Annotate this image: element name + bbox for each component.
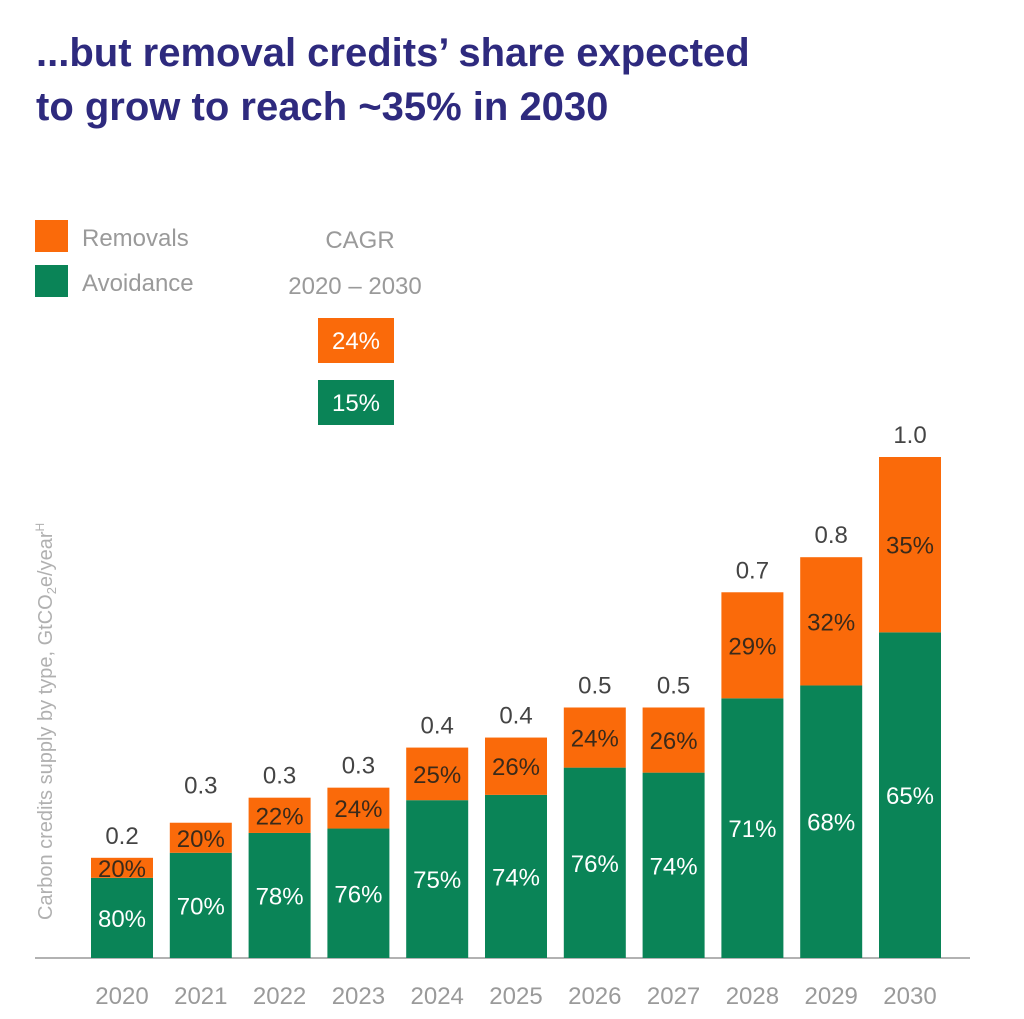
segment-label: 74% bbox=[492, 864, 540, 891]
cagr-box bbox=[318, 380, 394, 425]
bar-segment bbox=[721, 698, 784, 958]
bar-segment bbox=[800, 685, 863, 958]
x-tick-label: 2030 bbox=[883, 983, 936, 1010]
bar-segment bbox=[169, 852, 232, 958]
bar-segment bbox=[563, 707, 626, 768]
bar-segment bbox=[406, 747, 469, 801]
segment-label: 74% bbox=[650, 853, 698, 880]
bar-segment bbox=[169, 822, 232, 853]
x-tick-label: 2021 bbox=[174, 983, 227, 1010]
legend-label: Removals bbox=[82, 225, 189, 252]
segment-label: 35% bbox=[886, 533, 934, 560]
y-label-part: Carbon credits supply by type, GtCO bbox=[35, 594, 57, 920]
y-label-sup: H bbox=[33, 523, 47, 532]
cagr-box bbox=[318, 318, 394, 363]
legend-swatch bbox=[35, 265, 68, 297]
segment-label: 26% bbox=[492, 754, 540, 781]
segment-label: 76% bbox=[334, 881, 382, 908]
segment-label: 71% bbox=[728, 816, 776, 843]
bar-segment bbox=[563, 767, 626, 958]
bar-segment bbox=[879, 632, 941, 958]
bar-segment bbox=[642, 707, 705, 773]
bar-segment bbox=[406, 800, 469, 958]
total-label: 0.4 bbox=[499, 703, 532, 730]
x-tick-label: 2026 bbox=[568, 983, 621, 1010]
segment-label: 24% bbox=[334, 796, 382, 823]
total-label: 0.2 bbox=[105, 823, 138, 850]
segment-label: 70% bbox=[177, 893, 225, 920]
segment-label: 25% bbox=[413, 762, 461, 789]
total-label: 1.0 bbox=[893, 422, 926, 449]
total-label: 0.4 bbox=[421, 713, 454, 740]
legend-label: Avoidance bbox=[82, 270, 194, 297]
bar-segment bbox=[721, 592, 784, 699]
segment-label: 26% bbox=[650, 728, 698, 755]
segment-label: 78% bbox=[256, 883, 304, 910]
segment-label: 76% bbox=[571, 851, 619, 878]
total-label: 0.3 bbox=[184, 773, 217, 800]
y-label-part: e/year bbox=[35, 531, 57, 587]
total-label: 0.8 bbox=[815, 522, 848, 549]
total-label: 0.5 bbox=[578, 673, 611, 700]
chart-title: to grow to reach ~35% in 2030 bbox=[36, 85, 608, 129]
segment-label: 75% bbox=[413, 867, 461, 894]
x-tick-label: 2029 bbox=[805, 983, 858, 1010]
bar-segment bbox=[248, 797, 311, 833]
bar-segment bbox=[485, 737, 547, 795]
bar-segment bbox=[800, 557, 863, 686]
chart-title: ...but removal credits’ share expected bbox=[36, 31, 750, 75]
bar-segment bbox=[879, 457, 941, 633]
total-label: 0.5 bbox=[657, 673, 690, 700]
bar-segment bbox=[642, 772, 705, 958]
bar-segment bbox=[91, 877, 153, 958]
x-tick-label: 2020 bbox=[95, 983, 148, 1010]
bar-segment bbox=[327, 787, 390, 829]
bar-segment bbox=[91, 857, 153, 878]
segment-label: 24% bbox=[571, 726, 619, 753]
y-label-sub: 2 bbox=[44, 587, 59, 594]
cagr-label: 24% bbox=[332, 328, 380, 355]
x-tick-label: 2027 bbox=[647, 983, 700, 1010]
bar-segment bbox=[327, 828, 390, 958]
x-tick-label: 2022 bbox=[253, 983, 306, 1010]
segment-label: 20% bbox=[98, 856, 146, 883]
segment-label: 65% bbox=[886, 783, 934, 810]
cagr-title: CAGR bbox=[325, 227, 394, 254]
x-tick-label: 2025 bbox=[489, 983, 542, 1010]
x-tick-label: 2028 bbox=[726, 983, 779, 1010]
bar-segment bbox=[248, 832, 311, 958]
segment-label: 68% bbox=[807, 810, 855, 837]
total-label: 0.3 bbox=[342, 753, 375, 780]
legend-swatch bbox=[35, 220, 68, 252]
x-tick-label: 2023 bbox=[332, 983, 385, 1010]
segment-label: 22% bbox=[256, 803, 304, 830]
segment-label: 80% bbox=[98, 906, 146, 933]
y-axis-label: Carbon credits supply by type, GtCO2e/ye… bbox=[33, 523, 59, 920]
bar-segment bbox=[485, 794, 547, 958]
total-label: 0.7 bbox=[736, 557, 769, 584]
segment-label: 20% bbox=[177, 826, 225, 853]
cagr-period: 2020 – 2030 bbox=[288, 273, 421, 300]
x-tick-label: 2024 bbox=[411, 983, 464, 1010]
cagr-label: 15% bbox=[332, 390, 380, 417]
total-label: 0.3 bbox=[263, 763, 296, 790]
segment-label: 32% bbox=[807, 609, 855, 636]
segment-label: 29% bbox=[728, 633, 776, 660]
